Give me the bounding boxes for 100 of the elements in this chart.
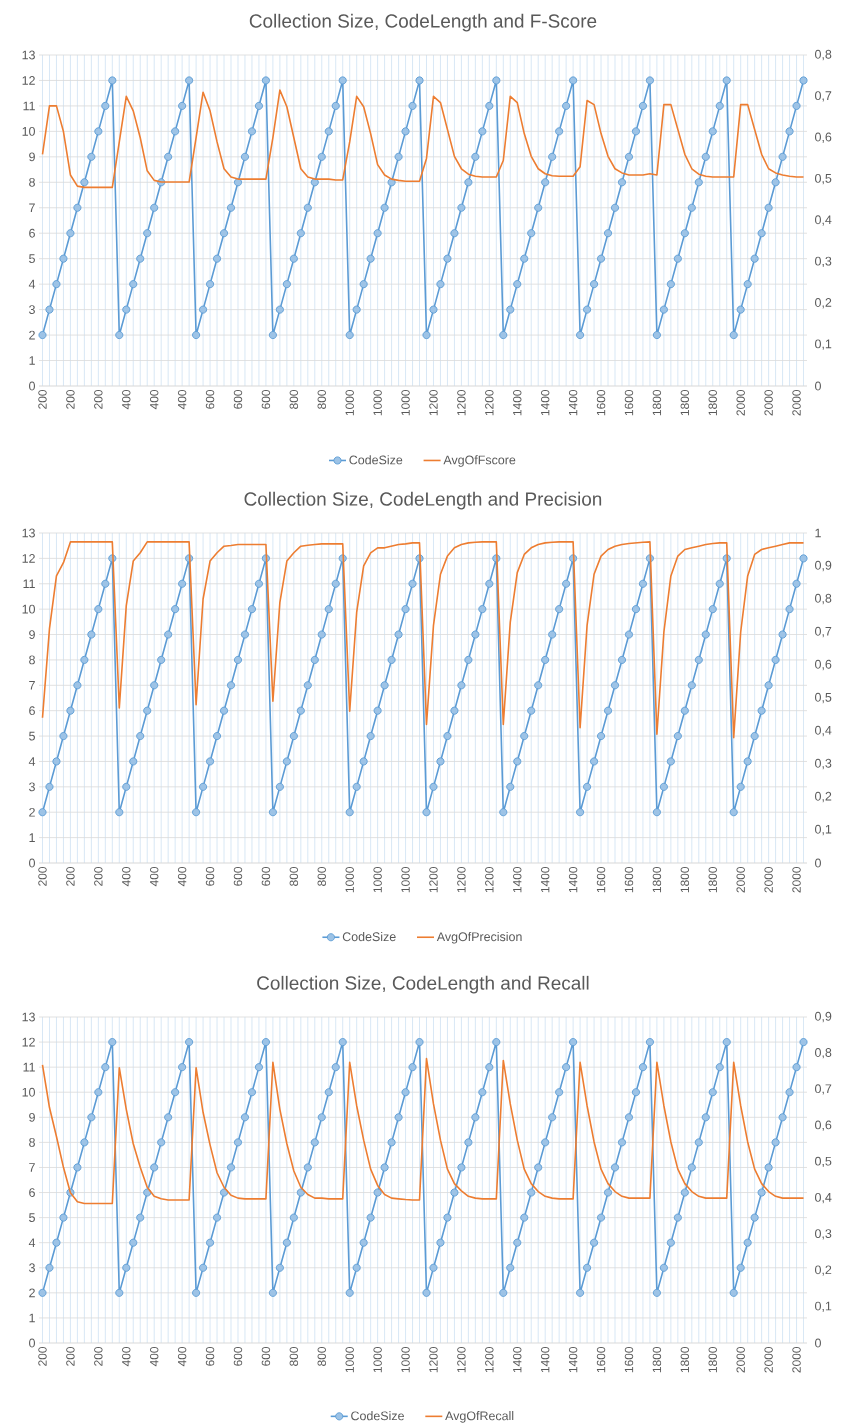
x-tick-label: 400 bbox=[177, 866, 187, 887]
y2-tick-label: 1 bbox=[815, 528, 821, 538]
y2-tick-label: 0,5 bbox=[815, 173, 832, 185]
x-tick-label: 400 bbox=[177, 1346, 187, 1367]
y2-tick-label: 0,3 bbox=[815, 1229, 832, 1240]
x-tick-label: 1200 bbox=[457, 389, 466, 416]
x-tick-label: 1600 bbox=[624, 866, 634, 893]
y-tick-label: 10 bbox=[22, 1087, 35, 1097]
x-tick-label: 1800 bbox=[680, 389, 690, 416]
x-tick-label: 1000 bbox=[345, 389, 354, 416]
x-tick-label: 200 bbox=[38, 389, 47, 409]
x-tick-label: 1200 bbox=[485, 1346, 494, 1373]
y2-tick-label: 0,1 bbox=[815, 339, 832, 350]
y2-tick-label: 0,2 bbox=[815, 298, 832, 309]
x-tick-label: 200 bbox=[66, 389, 75, 409]
x-tick-label: 800 bbox=[317, 866, 326, 886]
y-tick-label: 11 bbox=[23, 101, 35, 111]
x-tick-label: 1400 bbox=[513, 1346, 522, 1373]
y-tick-label: 6 bbox=[29, 1188, 35, 1197]
x-tick-label: 400 bbox=[177, 389, 187, 410]
x-tick-label: 1400 bbox=[568, 389, 578, 416]
x-tick-label: 1800 bbox=[680, 1346, 690, 1373]
y-tick-label: 3 bbox=[29, 1263, 35, 1273]
x-tick-label: 600 bbox=[233, 389, 243, 409]
y-tick-label: 1 bbox=[29, 833, 35, 842]
x-tick-label: 200 bbox=[66, 866, 75, 886]
x-tick-label: 600 bbox=[205, 389, 215, 409]
y-tick-label: 4 bbox=[28, 279, 36, 289]
x-tick-label: 1200 bbox=[457, 866, 466, 893]
x-tick-label: 800 bbox=[289, 389, 299, 409]
y2-tick-label: 0,9 bbox=[815, 560, 832, 572]
legend-label: CodeSize bbox=[349, 455, 403, 465]
x-tick-label: 400 bbox=[122, 866, 131, 887]
y-tick-label: 4 bbox=[28, 757, 36, 766]
y2-tick-label: 0 bbox=[815, 1338, 821, 1348]
y-tick-label: 13 bbox=[22, 50, 35, 60]
y-tick-label: 13 bbox=[22, 1012, 35, 1022]
x-tick-label: 1800 bbox=[708, 389, 717, 416]
y-tick-label: 8 bbox=[29, 1137, 35, 1147]
x-tick-label: 1000 bbox=[401, 389, 410, 416]
x-tick-label: 400 bbox=[122, 389, 131, 410]
legend-label: CodeSize bbox=[351, 1411, 404, 1421]
x-tick-label: 800 bbox=[317, 1346, 326, 1366]
y-tick-label: 7 bbox=[29, 1163, 35, 1172]
y2-tick-label: 0,5 bbox=[815, 1156, 832, 1168]
x-tick-label: 800 bbox=[289, 1346, 299, 1366]
x-tick-label: 1400 bbox=[513, 389, 522, 416]
x-tick-label: 200 bbox=[94, 866, 103, 886]
legend-label: AvgOfFscore bbox=[443, 455, 516, 467]
x-tick-label: 1400 bbox=[513, 866, 522, 893]
y-tick-label: 12 bbox=[22, 554, 35, 563]
legend-label: CodeSize bbox=[342, 931, 396, 942]
x-tick-label: 1800 bbox=[652, 389, 662, 416]
x-tick-label: 2000 bbox=[736, 389, 745, 416]
y-tick-label: 13 bbox=[22, 528, 35, 538]
legend-label: AvgOfPrecision bbox=[436, 931, 522, 944]
y-tick-label: 2 bbox=[29, 330, 35, 340]
y2-tick-label: 0 bbox=[815, 381, 821, 391]
y-tick-label: 8 bbox=[29, 177, 35, 187]
y2-tick-label: 0,6 bbox=[815, 132, 832, 143]
x-tick-label: 600 bbox=[205, 1346, 215, 1366]
x-tick-label: 400 bbox=[149, 389, 159, 410]
x-tick-label: 600 bbox=[261, 1346, 271, 1366]
x-tick-label: 1600 bbox=[624, 389, 634, 416]
y-tick-label: 1 bbox=[29, 1313, 35, 1323]
y2-tick-label: 0,2 bbox=[815, 791, 832, 803]
chart-title: Collection Size, CodeLength and Recall bbox=[257, 975, 589, 994]
x-tick-label: 1600 bbox=[596, 389, 606, 416]
x-tick-label: 200 bbox=[94, 1346, 103, 1366]
y-tick-label: 7 bbox=[29, 203, 35, 213]
chart-title: Collection Size, CodeLength and F-Score bbox=[249, 13, 597, 32]
y-tick-label: 0 bbox=[29, 381, 35, 391]
x-tick-label: 200 bbox=[38, 866, 47, 886]
y2-tick-label: 0,4 bbox=[815, 1192, 832, 1204]
y-tick-label: 0 bbox=[29, 858, 35, 868]
y-tick-label: 9 bbox=[29, 630, 35, 639]
chart-title: Collection Size, CodeLength and Precision bbox=[244, 491, 602, 510]
y2-tick-label: 0,4 bbox=[815, 725, 832, 737]
x-tick-label: 1000 bbox=[401, 1346, 410, 1373]
x-tick-label: 600 bbox=[233, 1346, 243, 1366]
x-tick-label: 1800 bbox=[680, 866, 690, 893]
x-tick-label: 1000 bbox=[345, 1346, 354, 1373]
y-tick-label: 3 bbox=[29, 782, 35, 792]
y-tick-label: 5 bbox=[29, 1213, 35, 1222]
x-tick-label: 1000 bbox=[401, 866, 410, 893]
y2-tick-label: 0,4 bbox=[815, 215, 832, 226]
x-tick-label: 800 bbox=[317, 389, 326, 409]
y2-tick-label: 0,7 bbox=[815, 626, 832, 638]
y2-tick-label: 0,8 bbox=[815, 593, 832, 605]
y2-tick-label: 0,9 bbox=[815, 1011, 832, 1023]
y-tick-label: 6 bbox=[29, 706, 35, 716]
y-tick-label: 2 bbox=[29, 807, 35, 817]
y2-tick-label: 0,2 bbox=[815, 1265, 832, 1276]
x-tick-label: 200 bbox=[66, 1346, 75, 1366]
y-tick-label: 10 bbox=[22, 126, 35, 136]
x-tick-label: 1800 bbox=[708, 1346, 717, 1373]
x-tick-label: 2000 bbox=[736, 866, 745, 893]
x-tick-label: 2000 bbox=[764, 389, 773, 416]
x-tick-label: 600 bbox=[261, 389, 271, 409]
x-tick-label: 600 bbox=[233, 866, 243, 886]
